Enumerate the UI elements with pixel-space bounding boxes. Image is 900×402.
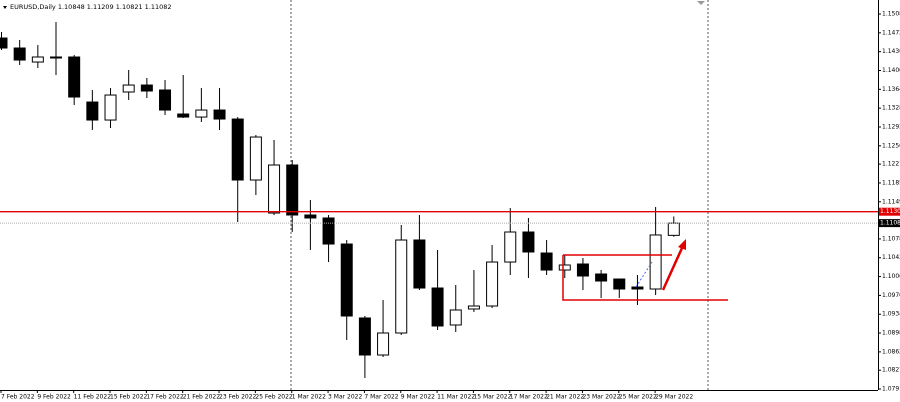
x-tick-label: 29 Mar 2022 — [655, 394, 693, 401]
candle-body-down — [340, 243, 353, 317]
x-tick-label: 7 Mar 2022 — [364, 394, 398, 401]
y-tick-label: 1.10060 — [882, 273, 900, 280]
candle-body-up — [50, 56, 63, 59]
candle-body-down — [540, 252, 553, 271]
y-tick-label: 1.13640 — [882, 86, 900, 93]
y-tick-label: 1.10780 — [882, 235, 900, 242]
y-tick-label: 1.14720 — [882, 29, 900, 36]
x-tick-label: 7 Feb 2022 — [1, 394, 35, 401]
y-tick-label: 1.12210 — [882, 161, 900, 168]
price-label-box — [879, 207, 900, 216]
price-label-box — [879, 219, 900, 228]
x-tick-label: 25 Mar 2022 — [619, 394, 657, 401]
y-tick-label: 1.12920 — [882, 123, 900, 130]
menu-arrow — [3, 6, 7, 9]
candle-body-down — [86, 101, 99, 121]
y-tick-label: 1.08270 — [882, 367, 900, 374]
y-tick-label: 1.13280 — [882, 105, 900, 112]
y-tick-label: 1.10420 — [882, 254, 900, 261]
candle-body-down — [159, 89, 172, 111]
y-tick-label: 1.08620 — [882, 348, 900, 355]
y-tick-label: 1.12560 — [882, 142, 900, 149]
range-bottom — [562, 255, 728, 301]
candle-body-up — [104, 94, 117, 121]
price-label: 1.11082 — [880, 220, 900, 227]
trend-dash — [635, 261, 653, 288]
candle-body-down — [304, 214, 317, 219]
candle-body-down — [358, 317, 371, 356]
candle-body-down — [613, 278, 626, 290]
candle-body-up — [268, 164, 281, 214]
candle-body-down — [431, 287, 444, 327]
candle-body-down — [631, 286, 644, 290]
candle-body-down — [413, 239, 426, 289]
x-tick-label: 9 Feb 2022 — [37, 394, 71, 401]
x-tick-label: 23 Feb 2022 — [219, 394, 257, 401]
y-tick-label: 1.07910 — [882, 386, 900, 393]
candle-body-up — [667, 222, 680, 236]
candle-body-up — [649, 234, 662, 290]
y-tick-label: 1.11490 — [882, 198, 900, 205]
x-tick-label: 9 Mar 2022 — [401, 394, 435, 401]
candle-body-down — [0, 37, 8, 49]
candle-body-up — [558, 264, 571, 271]
y-tick-label: 1.08980 — [882, 330, 900, 337]
chart-title: EURUSD,Daily 1.10848 1.11209 1.10821 1.1… — [10, 3, 172, 11]
annotations — [562, 239, 728, 301]
candle-body-down — [322, 217, 335, 245]
candle-body-down — [213, 109, 226, 120]
candle-body-up — [249, 136, 262, 181]
candle-body-up — [504, 231, 517, 263]
candle-body-up — [195, 109, 208, 118]
candle-body-down — [595, 273, 608, 282]
x-tick-label: 17 Mar 2022 — [510, 394, 548, 401]
y-tick-label: 1.11850 — [882, 179, 900, 186]
x-tick-label: 25 Feb 2022 — [255, 394, 293, 401]
x-tick-label: 23 Mar 2022 — [582, 394, 620, 401]
y-tick-label: 1.15080 — [882, 11, 900, 18]
x-tick-label: 21 Feb 2022 — [183, 394, 221, 401]
candle-body-down — [177, 113, 190, 118]
candle-body-up — [449, 309, 462, 326]
x-tick-label: 11 Feb 2022 — [74, 394, 112, 401]
candle-body-down — [140, 84, 153, 92]
arrow-head — [678, 239, 686, 250]
candle-body-up — [31, 56, 44, 63]
candle-body-up — [122, 84, 135, 93]
x-tick-label: 1 Mar 2022 — [292, 394, 326, 401]
y-tick-label: 1.09700 — [882, 292, 900, 299]
candle-body-down — [576, 263, 589, 277]
candle-body-down — [231, 118, 244, 181]
y-tick-label: 1.14360 — [882, 48, 900, 55]
x-tick-label: 15 Mar 2022 — [473, 394, 511, 401]
candle-body-down — [522, 231, 535, 253]
candle-body-down — [68, 56, 81, 98]
x-tick-label: 21 Mar 2022 — [546, 394, 584, 401]
candle-body-down — [13, 47, 26, 61]
shift-marker — [697, 1, 705, 5]
candle-body-up — [377, 332, 390, 356]
candle-body-down — [286, 164, 299, 216]
candle-body-up — [467, 305, 480, 310]
x-tick-label: 11 Mar 2022 — [437, 394, 475, 401]
candle-body-up — [395, 239, 408, 334]
y-tick-label: 1.09340 — [882, 311, 900, 318]
y-tick-label: 1.14000 — [882, 67, 900, 74]
x-tick-label: 15 Feb 2022 — [110, 394, 148, 401]
x-tick-label: 17 Feb 2022 — [146, 394, 184, 401]
arrow-shaft — [661, 247, 684, 291]
candle-body-up — [486, 261, 499, 307]
price-label: 1.11300 — [880, 208, 900, 215]
x-tick-label: 3 Mar 2022 — [328, 394, 362, 401]
